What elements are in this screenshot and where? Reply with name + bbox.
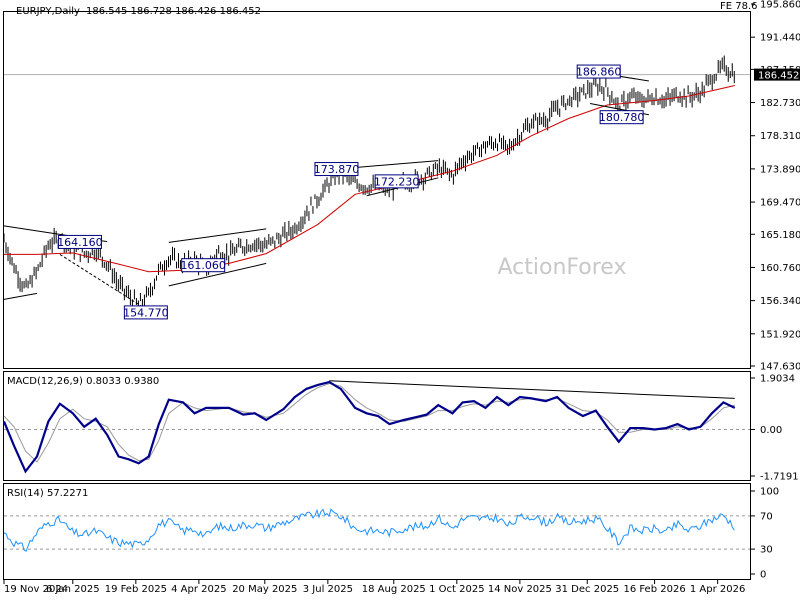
price-annotation-box [576, 64, 621, 79]
price-y-tick-label: 191.440 [760, 33, 800, 44]
macd-y-tick-label: 1.9034 [760, 374, 795, 385]
price-y-tick-label: 160.760 [760, 263, 800, 274]
price-y-tick-label: 169.470 [760, 198, 800, 209]
price-annotation-label: 173.870 [314, 163, 360, 176]
rsi-y-tick-label: 70 [760, 511, 773, 522]
macd-y-tick-label: 0.00 [760, 425, 782, 436]
price-title: EURJPY,Daily [16, 6, 80, 17]
rsi-y-tick-label: 0 [760, 570, 766, 581]
price-annotation-label: 180.780 [599, 111, 645, 124]
price-y-tick-label: 156.340 [760, 296, 800, 307]
price-annotation-box [599, 110, 644, 125]
price-annotation-label: 164.160 [57, 236, 103, 249]
rsi-y-tick-label: 100 [760, 487, 779, 498]
macd-panel-frame [3, 371, 751, 481]
x-tick-label: 4 Apr 2025 [171, 584, 226, 595]
price-ohlc: 186.545 186.728 186.426 186.452 [86, 6, 261, 17]
price-annotation-box [123, 305, 168, 320]
x-tick-label: 18 Aug 2025 [362, 584, 426, 595]
x-tick-label: 19 Feb 2025 [105, 584, 167, 595]
price-y-tick-label: 147.630 [760, 362, 800, 373]
price-y-tick-label: 178.310 [760, 131, 800, 142]
price-trendline [59, 253, 149, 312]
rsi-y-tick-label: 30 [760, 545, 773, 556]
x-tick-label: 31 Dec 2025 [555, 584, 619, 595]
x-tick-label: 14 Nov 2025 [488, 584, 552, 595]
price-annotation-label: 161.060 [180, 259, 226, 272]
rsi-line [3, 508, 735, 552]
price-y-tick-label: 195.860 [760, 0, 800, 11]
price-annotation-label: 172.230 [374, 175, 420, 188]
price-trendline [168, 228, 267, 243]
price-y-tick-label: 165.180 [760, 230, 800, 241]
current-price-label: 186.452 [758, 71, 799, 82]
current-price-tag [754, 68, 800, 81]
macd-y-tick-label: -1.7191 [760, 472, 799, 483]
x-tick-label: 19 Nov 2024 [4, 584, 68, 595]
macd-line [2, 380, 736, 474]
x-tick-label: 16 Feb 2026 [623, 584, 685, 595]
x-tick-label: 20 May 2025 [232, 584, 297, 595]
price-y-tick-label: 182.730 [760, 98, 800, 109]
x-tick-label: 6 Jan 2025 [46, 584, 100, 595]
price-y-tick-label: 173.890 [760, 164, 800, 175]
rsi-title: RSI(14) 57.2271 [7, 488, 88, 499]
price-annotation-label: 186.860 [576, 66, 622, 79]
price-moving-average [4, 85, 735, 273]
price-annotation-box [314, 162, 359, 177]
price-panel-frame [3, 11, 751, 369]
macd-signal-line [3, 382, 735, 463]
price-trendline [168, 262, 267, 287]
price-annotation-label: 154.770 [123, 306, 169, 319]
rsi-panel-frame [3, 483, 751, 580]
price-trendline [3, 292, 38, 300]
x-tick-label: 1 Apr 2026 [690, 584, 745, 595]
price-annotation-box [57, 234, 102, 249]
watermark: ActionForex [498, 255, 627, 280]
price-y-tick-label: 151.920 [760, 329, 800, 340]
price-annotation-box [181, 258, 226, 273]
fe-label: FE 78.6 [720, 1, 758, 12]
macd-title: MACD(12,26,9) 0.8033 0.9380 [7, 376, 159, 387]
macd-trendline [329, 380, 735, 399]
x-tick-label: 1 Oct 2025 [429, 584, 484, 595]
price-annotation-box [374, 174, 419, 189]
x-tick-label: 3 Jul 2025 [303, 584, 353, 595]
